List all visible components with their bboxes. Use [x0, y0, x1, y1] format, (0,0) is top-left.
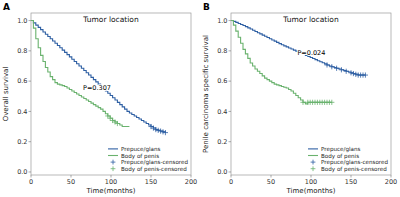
x-tick-label: 0: [229, 178, 233, 186]
y-tick: [29, 81, 32, 82]
x-tick-label: 100: [105, 178, 117, 186]
y-tick: [29, 111, 32, 112]
figure: 0 50 100 150 200 0.0 0.2 0.4 0.6 0.8 1.0 Time(month…: [0, 0, 400, 197]
panel-label: A: [3, 2, 10, 12]
legend-symbol: [108, 148, 118, 149]
x-tick-label: 0: [29, 178, 33, 186]
censor-mark: [108, 116, 113, 121]
y-tick-label: 1.0: [17, 17, 27, 25]
censor-mark: [344, 69, 349, 74]
y-tick-label: 0.0: [217, 168, 227, 176]
legend-symbol: [111, 160, 116, 165]
survival-curve: [231, 21, 332, 104]
y-tick: [229, 171, 232, 172]
censor-mark: [156, 128, 161, 133]
legend: Prepuce/glansBody of penisPrepuce/glans-…: [308, 146, 388, 173]
marks: [231, 21, 368, 105]
x-tick-label: 50: [67, 178, 75, 186]
y-tick-label: 0.4: [217, 108, 227, 116]
y-tick: [229, 141, 232, 142]
annotation: P=0.024: [297, 49, 325, 57]
survival-curve: [31, 21, 129, 127]
x-tick-label: 150: [145, 178, 157, 186]
x-tick-label: 150: [345, 178, 357, 186]
x-tick-label: 50: [267, 178, 275, 186]
censor-mark: [329, 100, 334, 105]
legend-symbol: [308, 155, 318, 156]
censor-mark: [353, 72, 358, 77]
plot-frame: [231, 13, 391, 175]
censor-mark: [329, 64, 334, 69]
page: {"chart_data": [ {"type": "step", "title…: [0, 0, 400, 197]
plot-area: [231, 13, 391, 175]
censor-mark: [363, 72, 368, 77]
x-axis-label: Time(months): [286, 187, 336, 195]
y-tick: [29, 50, 32, 51]
y-tick-label: 0.2: [17, 138, 27, 146]
y-tick-label: 0.8: [217, 47, 227, 55]
y-tick-label: 0.0: [17, 168, 27, 176]
y-axis-label: Overall survival: [2, 67, 10, 122]
censor-mark: [300, 100, 305, 105]
marks: [31, 21, 168, 136]
legend-symbol: [311, 166, 316, 171]
y-tick-label: 0.2: [217, 138, 227, 146]
plot-frame: [31, 13, 191, 175]
legend-symbol: [308, 148, 318, 149]
censor-mark: [160, 129, 165, 134]
y-tick: [229, 81, 232, 82]
survival-curve: [231, 21, 365, 76]
panel-label: B: [203, 2, 210, 12]
censor-mark: [163, 130, 168, 135]
censor-mark: [153, 127, 158, 132]
panel: 0 50 100 150 200 0.0 0.2 0.4 0.6 0.8 1.0 Time(month…: [2, 2, 197, 195]
title: Tumor location: [282, 15, 339, 24]
y-tick: [229, 50, 232, 51]
panel: 0 50 100 150 200 0.0 0.2 0.4 0.6 0.8 1.0 Time(month…: [202, 2, 397, 195]
x-axis-label: Time(months): [86, 187, 136, 195]
legend-symbol: [111, 166, 116, 171]
y-tick-label: 0.4: [17, 108, 27, 116]
y-tick: [29, 141, 32, 142]
legend-symbol: [311, 160, 316, 165]
legend: Prepuce/glansBody of penisPrepuce/glans-…: [108, 146, 188, 173]
censor-mark: [348, 70, 353, 75]
censor-mark: [105, 113, 110, 118]
censor-mark: [115, 121, 120, 126]
x-tick-label: 200: [185, 178, 197, 186]
legend-label: Body of penis-censored: [321, 166, 387, 173]
censor-mark: [339, 67, 344, 72]
title: Tumor location: [82, 15, 139, 24]
censor-mark: [158, 128, 163, 133]
survival-curve: [31, 21, 165, 133]
censor-mark: [334, 66, 339, 71]
y-tick-label: 0.6: [17, 77, 27, 85]
y-tick: [229, 111, 232, 112]
plot-area: [31, 13, 191, 175]
y-tick: [229, 20, 232, 21]
y-tick-label: 0.8: [17, 47, 27, 55]
censor-mark: [351, 71, 356, 76]
y-axis-label: Penile carcinoma specific survival: [202, 35, 210, 153]
y-tick-label: 1.0: [217, 17, 227, 25]
x-tick-label: 100: [305, 178, 317, 186]
y-tick-label: 0.6: [217, 77, 227, 85]
x-tick-label: 200: [385, 178, 397, 186]
legend-symbol: [108, 155, 118, 156]
annotation: P=0.307: [83, 84, 111, 92]
legend-label: Body of penis-censored: [121, 166, 187, 173]
y-tick: [29, 171, 32, 172]
y-tick: [29, 20, 32, 21]
censor-mark: [324, 62, 329, 67]
